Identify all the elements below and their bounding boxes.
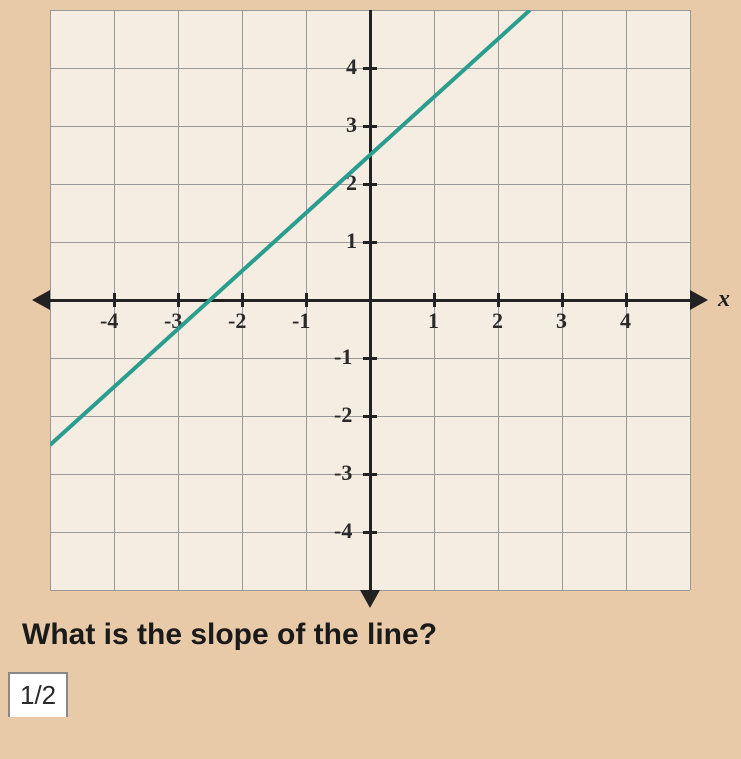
x-axis xyxy=(50,299,690,302)
x-tick-label: 4 xyxy=(620,308,631,334)
arrow-down-icon xyxy=(360,590,380,608)
y-tick-label: -4 xyxy=(334,518,352,544)
y-tick xyxy=(363,415,377,418)
x-tick-label: -2 xyxy=(228,308,246,334)
y-tick xyxy=(363,125,377,128)
y-tick-label: 4 xyxy=(346,54,357,80)
x-tick xyxy=(433,293,436,307)
coordinate-grid: -4 -3 -2 -1 1 2 3 4 4 3 2 1 -1 -2 -3 -4 … xyxy=(50,10,690,590)
x-tick xyxy=(113,293,116,307)
y-tick xyxy=(363,67,377,70)
x-tick xyxy=(625,293,628,307)
x-tick xyxy=(497,293,500,307)
x-axis-label: x xyxy=(718,286,730,313)
y-tick-label: 3 xyxy=(346,112,357,138)
answer-input[interactable]: 1/2 xyxy=(8,672,68,717)
y-tick xyxy=(363,473,377,476)
y-tick-label: 2 xyxy=(346,170,357,196)
x-tick-label: 3 xyxy=(556,308,567,334)
x-tick-label: -1 xyxy=(292,308,310,334)
y-tick xyxy=(363,531,377,534)
x-tick xyxy=(305,293,308,307)
y-tick xyxy=(363,241,377,244)
x-tick xyxy=(177,293,180,307)
x-tick xyxy=(241,293,244,307)
x-tick-label: -4 xyxy=(100,308,118,334)
y-tick xyxy=(363,183,377,186)
x-tick-label: 2 xyxy=(492,308,503,334)
x-tick-label: 1 xyxy=(428,308,439,334)
question-text: What is the slope of the line? xyxy=(22,618,741,652)
y-tick xyxy=(363,357,377,360)
y-tick-label: 1 xyxy=(346,228,357,254)
y-tick-label: -1 xyxy=(334,344,352,370)
x-tick-label: -3 xyxy=(164,308,182,334)
y-tick-label: -2 xyxy=(334,402,352,428)
answer-value: 1/2 xyxy=(20,680,56,710)
y-tick-label: -3 xyxy=(334,460,352,486)
x-tick xyxy=(561,293,564,307)
arrow-left-icon xyxy=(32,290,50,310)
arrow-right-icon xyxy=(690,290,708,310)
